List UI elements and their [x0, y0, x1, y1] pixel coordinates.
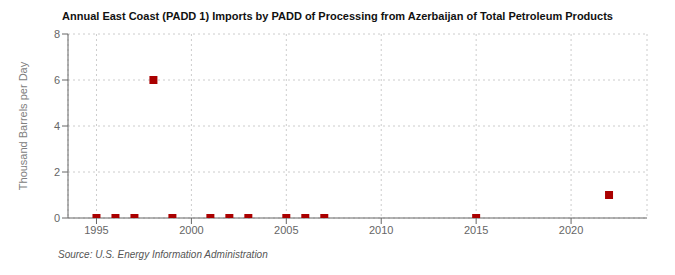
html-text:Annual East Coast (PADD 1) Imp: Annual East Coast (PADD 1) Imports by PA… [62, 10, 613, 22]
svg-text:Thousand Barrels per Day: Thousand Barrels per Day [17, 61, 29, 190]
svg-text:4: 4 [54, 120, 60, 132]
svg-text:2005: 2005 [274, 224, 298, 236]
svg-text:2015: 2015 [464, 224, 488, 236]
svg-text:2010: 2010 [369, 224, 393, 236]
svg-text:2020: 2020 [559, 224, 583, 236]
svg-text:6: 6 [54, 74, 60, 86]
svg-text:0: 0 [54, 212, 60, 224]
html-text:Source: U.S. Energy Informatio: Source: U.S. Energy Information Administ… [58, 249, 268, 260]
svg-text:2000: 2000 [179, 224, 203, 236]
svg-text:2: 2 [54, 166, 60, 178]
svg-text:8: 8 [54, 28, 60, 40]
svg-text:1995: 1995 [84, 224, 108, 236]
